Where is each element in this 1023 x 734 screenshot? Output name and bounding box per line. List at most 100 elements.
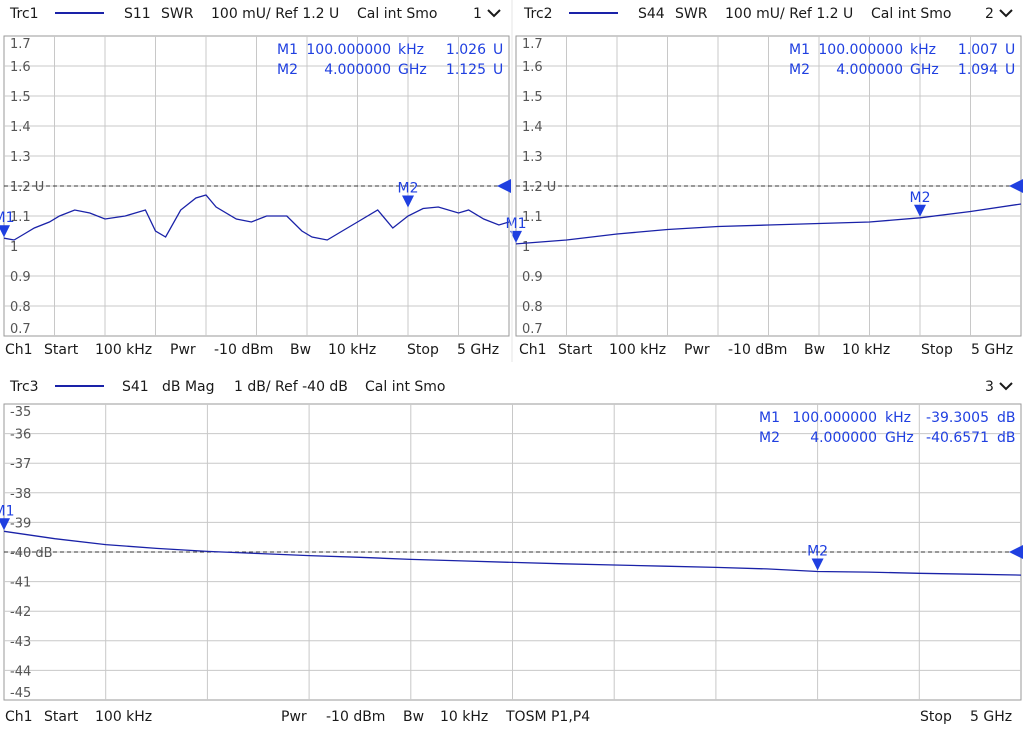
y-tick-label: -41 bbox=[10, 576, 31, 591]
channel-label: Ch1 bbox=[519, 342, 547, 358]
y-tick-label: -44 bbox=[10, 664, 31, 679]
marker-info-value-unit: U bbox=[1005, 62, 1015, 78]
bandwidth-value: 10 kHz bbox=[842, 342, 890, 358]
channel-info-bar[interactable]: Ch1 Start 100 kHz Pwr -10 dBm Bw 10 kHz Stop 5 G… bbox=[519, 342, 1013, 358]
trace-flags: Cal int Smo bbox=[365, 379, 446, 395]
y-tick-label: -38 bbox=[10, 487, 31, 502]
marker-info-name: M2 bbox=[789, 62, 810, 78]
marker-info-frequency-unit: GHz bbox=[398, 62, 427, 78]
trace-scale: 100 mU/ Ref 1.2 U bbox=[725, 6, 853, 22]
marker-info-value-unit: U bbox=[1005, 42, 1015, 58]
marker-info-frequency-unit: kHz bbox=[910, 42, 936, 58]
window-selector[interactable]: 2 bbox=[985, 6, 1012, 22]
marker-info-value: 1.094 bbox=[958, 62, 998, 78]
marker-info-frequency: 4.000000 bbox=[810, 430, 877, 446]
marker-info-name: M1 bbox=[277, 42, 298, 58]
y-tick-label: 1.6 bbox=[10, 60, 31, 75]
window-number: 1 bbox=[473, 6, 482, 22]
stop-value: 5 GHz bbox=[971, 342, 1013, 358]
trace-name: Trc2 bbox=[523, 6, 553, 22]
marker-info-frequency: 4.000000 bbox=[836, 62, 903, 78]
y-tick-label: -35 bbox=[10, 405, 31, 420]
window-number: 3 bbox=[985, 379, 994, 395]
chevron-down-icon[interactable] bbox=[488, 10, 500, 16]
y-tick-label: 1.5 bbox=[10, 90, 31, 105]
stop-label: Stop bbox=[407, 342, 439, 358]
bandwidth-label: Bw bbox=[403, 709, 424, 725]
marker-info-frequency-unit: kHz bbox=[885, 410, 911, 426]
trace-scale: 1 dB/ Ref -40 dB bbox=[234, 379, 348, 395]
marker-label: M2 bbox=[909, 190, 930, 206]
power-value: -10 dBm bbox=[326, 709, 385, 725]
bandwidth-value: 10 kHz bbox=[440, 709, 488, 725]
marker-info-value-unit: dB bbox=[997, 430, 1016, 446]
trace-flags: Cal int Smo bbox=[357, 6, 438, 22]
trace-parameter: S44 bbox=[638, 6, 665, 22]
start-label: Start bbox=[44, 709, 79, 725]
y-tick-label: -43 bbox=[10, 635, 31, 650]
y-tick-label: -45 bbox=[10, 686, 31, 701]
y-tick-label: 0.7 bbox=[522, 322, 543, 337]
stop-label: Stop bbox=[921, 342, 953, 358]
trace-name: Trc1 bbox=[9, 6, 39, 22]
marker-info-frequency-unit: GHz bbox=[910, 62, 939, 78]
marker-info-frequency: 100.000000 bbox=[306, 42, 391, 58]
y-tick-label: 1 bbox=[10, 240, 18, 255]
window-selector[interactable]: 3 bbox=[985, 379, 1012, 395]
y-tick-label: 0.8 bbox=[10, 300, 31, 315]
y-tick-label: -36 bbox=[10, 428, 31, 443]
window-selector[interactable]: 1 bbox=[473, 6, 500, 22]
bandwidth-value: 10 kHz bbox=[328, 342, 376, 358]
marker-info-value: 1.026 bbox=[446, 42, 486, 58]
start-value: 100 kHz bbox=[609, 342, 666, 358]
bandwidth-label: Bw bbox=[804, 342, 825, 358]
marker-info-name: M2 bbox=[277, 62, 298, 78]
marker-label: M1 bbox=[506, 216, 527, 232]
marker-label: M1 bbox=[0, 503, 15, 519]
trace-scale: 100 mU/ Ref 1.2 U bbox=[211, 6, 339, 22]
marker-label: M2 bbox=[397, 181, 418, 197]
y-tick-label: 1.2 U bbox=[10, 180, 44, 195]
power-value: -10 dBm bbox=[214, 342, 273, 358]
chevron-down-icon[interactable] bbox=[1000, 10, 1012, 16]
chevron-down-icon[interactable] bbox=[1000, 383, 1012, 389]
marker-info-value: -39.3005 bbox=[926, 410, 989, 426]
stop-value: 5 GHz bbox=[457, 342, 499, 358]
y-tick-label: 0.8 bbox=[522, 300, 543, 315]
marker-info-value: 1.125 bbox=[446, 62, 486, 78]
bandwidth-label: Bw bbox=[290, 342, 311, 358]
marker-info-name: M2 bbox=[759, 430, 780, 446]
marker-info-name: M1 bbox=[759, 410, 780, 426]
y-tick-label: 1.5 bbox=[522, 90, 543, 105]
marker-info-value: 1.007 bbox=[958, 42, 998, 58]
start-value: 100 kHz bbox=[95, 709, 152, 725]
marker-label: M2 bbox=[807, 543, 828, 559]
marker-label: M1 bbox=[0, 210, 15, 226]
power-value: -10 dBm bbox=[728, 342, 787, 358]
y-tick-label: 1.2 U bbox=[522, 180, 556, 195]
y-tick-label: -42 bbox=[10, 605, 31, 620]
y-tick-label: 1.3 bbox=[522, 150, 543, 165]
start-label: Start bbox=[558, 342, 593, 358]
trace-format: SWR bbox=[161, 6, 194, 22]
trace-name: Trc3 bbox=[9, 379, 39, 395]
y-tick-label: -37 bbox=[10, 457, 31, 472]
y-tick-label: 1.4 bbox=[10, 120, 31, 135]
y-tick-label: 0.9 bbox=[522, 270, 543, 285]
y-tick-label: -40 dB bbox=[10, 546, 53, 561]
power-label: Pwr bbox=[684, 342, 710, 358]
power-label: Pwr bbox=[170, 342, 196, 358]
marker-info-frequency-unit: GHz bbox=[885, 430, 914, 446]
start-label: Start bbox=[44, 342, 79, 358]
